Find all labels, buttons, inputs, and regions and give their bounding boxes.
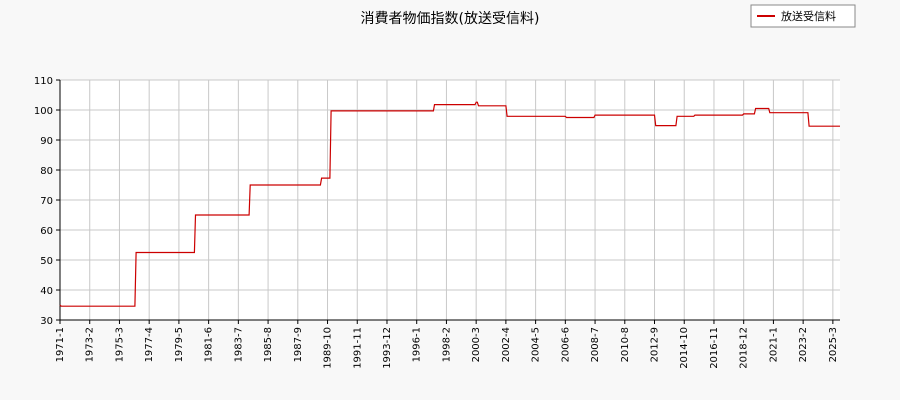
x-tick-label: 2002-4 — [501, 327, 512, 362]
x-tick-label: 2018-12 — [739, 327, 750, 369]
y-tick-label: 60 — [40, 226, 53, 237]
x-tick-label: 2012-9 — [650, 327, 661, 362]
legend: 放送受信料 — [750, 4, 856, 28]
y-tick-label: 40 — [40, 286, 53, 297]
x-tick-label: 2004-5 — [531, 327, 542, 362]
chart-title: 消費者物価指数(放送受信料) — [361, 11, 540, 27]
y-tick-label: 50 — [40, 256, 53, 267]
x-tick-label: 1993-12 — [382, 327, 393, 369]
x-tick-label: 2023-2 — [798, 327, 809, 362]
x-tick-label: 1985-8 — [263, 327, 274, 362]
series-line — [59, 101, 840, 307]
series-group — [59, 101, 840, 307]
x-tick-label: 2006-6 — [560, 327, 571, 362]
x-tick-label: 1975-3 — [114, 327, 125, 362]
x-tick-label: 2016-11 — [709, 327, 720, 369]
x-tick-label: 1971-1 — [55, 327, 66, 362]
x-tick-label: 1979-5 — [174, 327, 185, 362]
x-tick-label: 1981-6 — [204, 327, 215, 362]
x-tick-label: 2021-1 — [768, 327, 779, 362]
x-tick-label: 1977-4 — [144, 327, 155, 362]
x-tick-label: 2010-8 — [620, 327, 631, 362]
x-tick-label: 2008-7 — [590, 327, 601, 362]
x-tick-label: 1996-1 — [412, 327, 423, 362]
y-tick-label: 30 — [40, 316, 53, 327]
y-tick-label: 70 — [40, 196, 53, 207]
x-tick-label: 1973-2 — [85, 327, 96, 362]
x-tick-label: 1989-10 — [323, 327, 334, 369]
y-tick-label: 80 — [40, 166, 53, 177]
x-tick-label: 1983-7 — [233, 327, 244, 362]
x-tick-label: 2014-10 — [679, 327, 690, 369]
x-tick-label: 1991-11 — [352, 327, 363, 369]
y-tick-label: 100 — [34, 106, 53, 117]
legend-label: 放送受信料 — [781, 9, 836, 23]
x-tick-label: 1998-2 — [441, 327, 452, 362]
y-axis-ticks: 30 40 50 60 70 80 90 100 110 — [34, 76, 60, 327]
x-tick-label: 2000-3 — [471, 327, 482, 362]
y-tick-label: 110 — [34, 76, 53, 87]
x-tick-label: 1987-9 — [293, 327, 304, 362]
y-tick-label: 90 — [40, 136, 53, 147]
x-tick-label: 2025-3 — [828, 327, 839, 362]
legend-box — [750, 4, 856, 28]
x-axis-ticks: 1971-1 1973-2 1975-3 1977-4 1979-5 1981-6 1983… — [55, 320, 839, 369]
